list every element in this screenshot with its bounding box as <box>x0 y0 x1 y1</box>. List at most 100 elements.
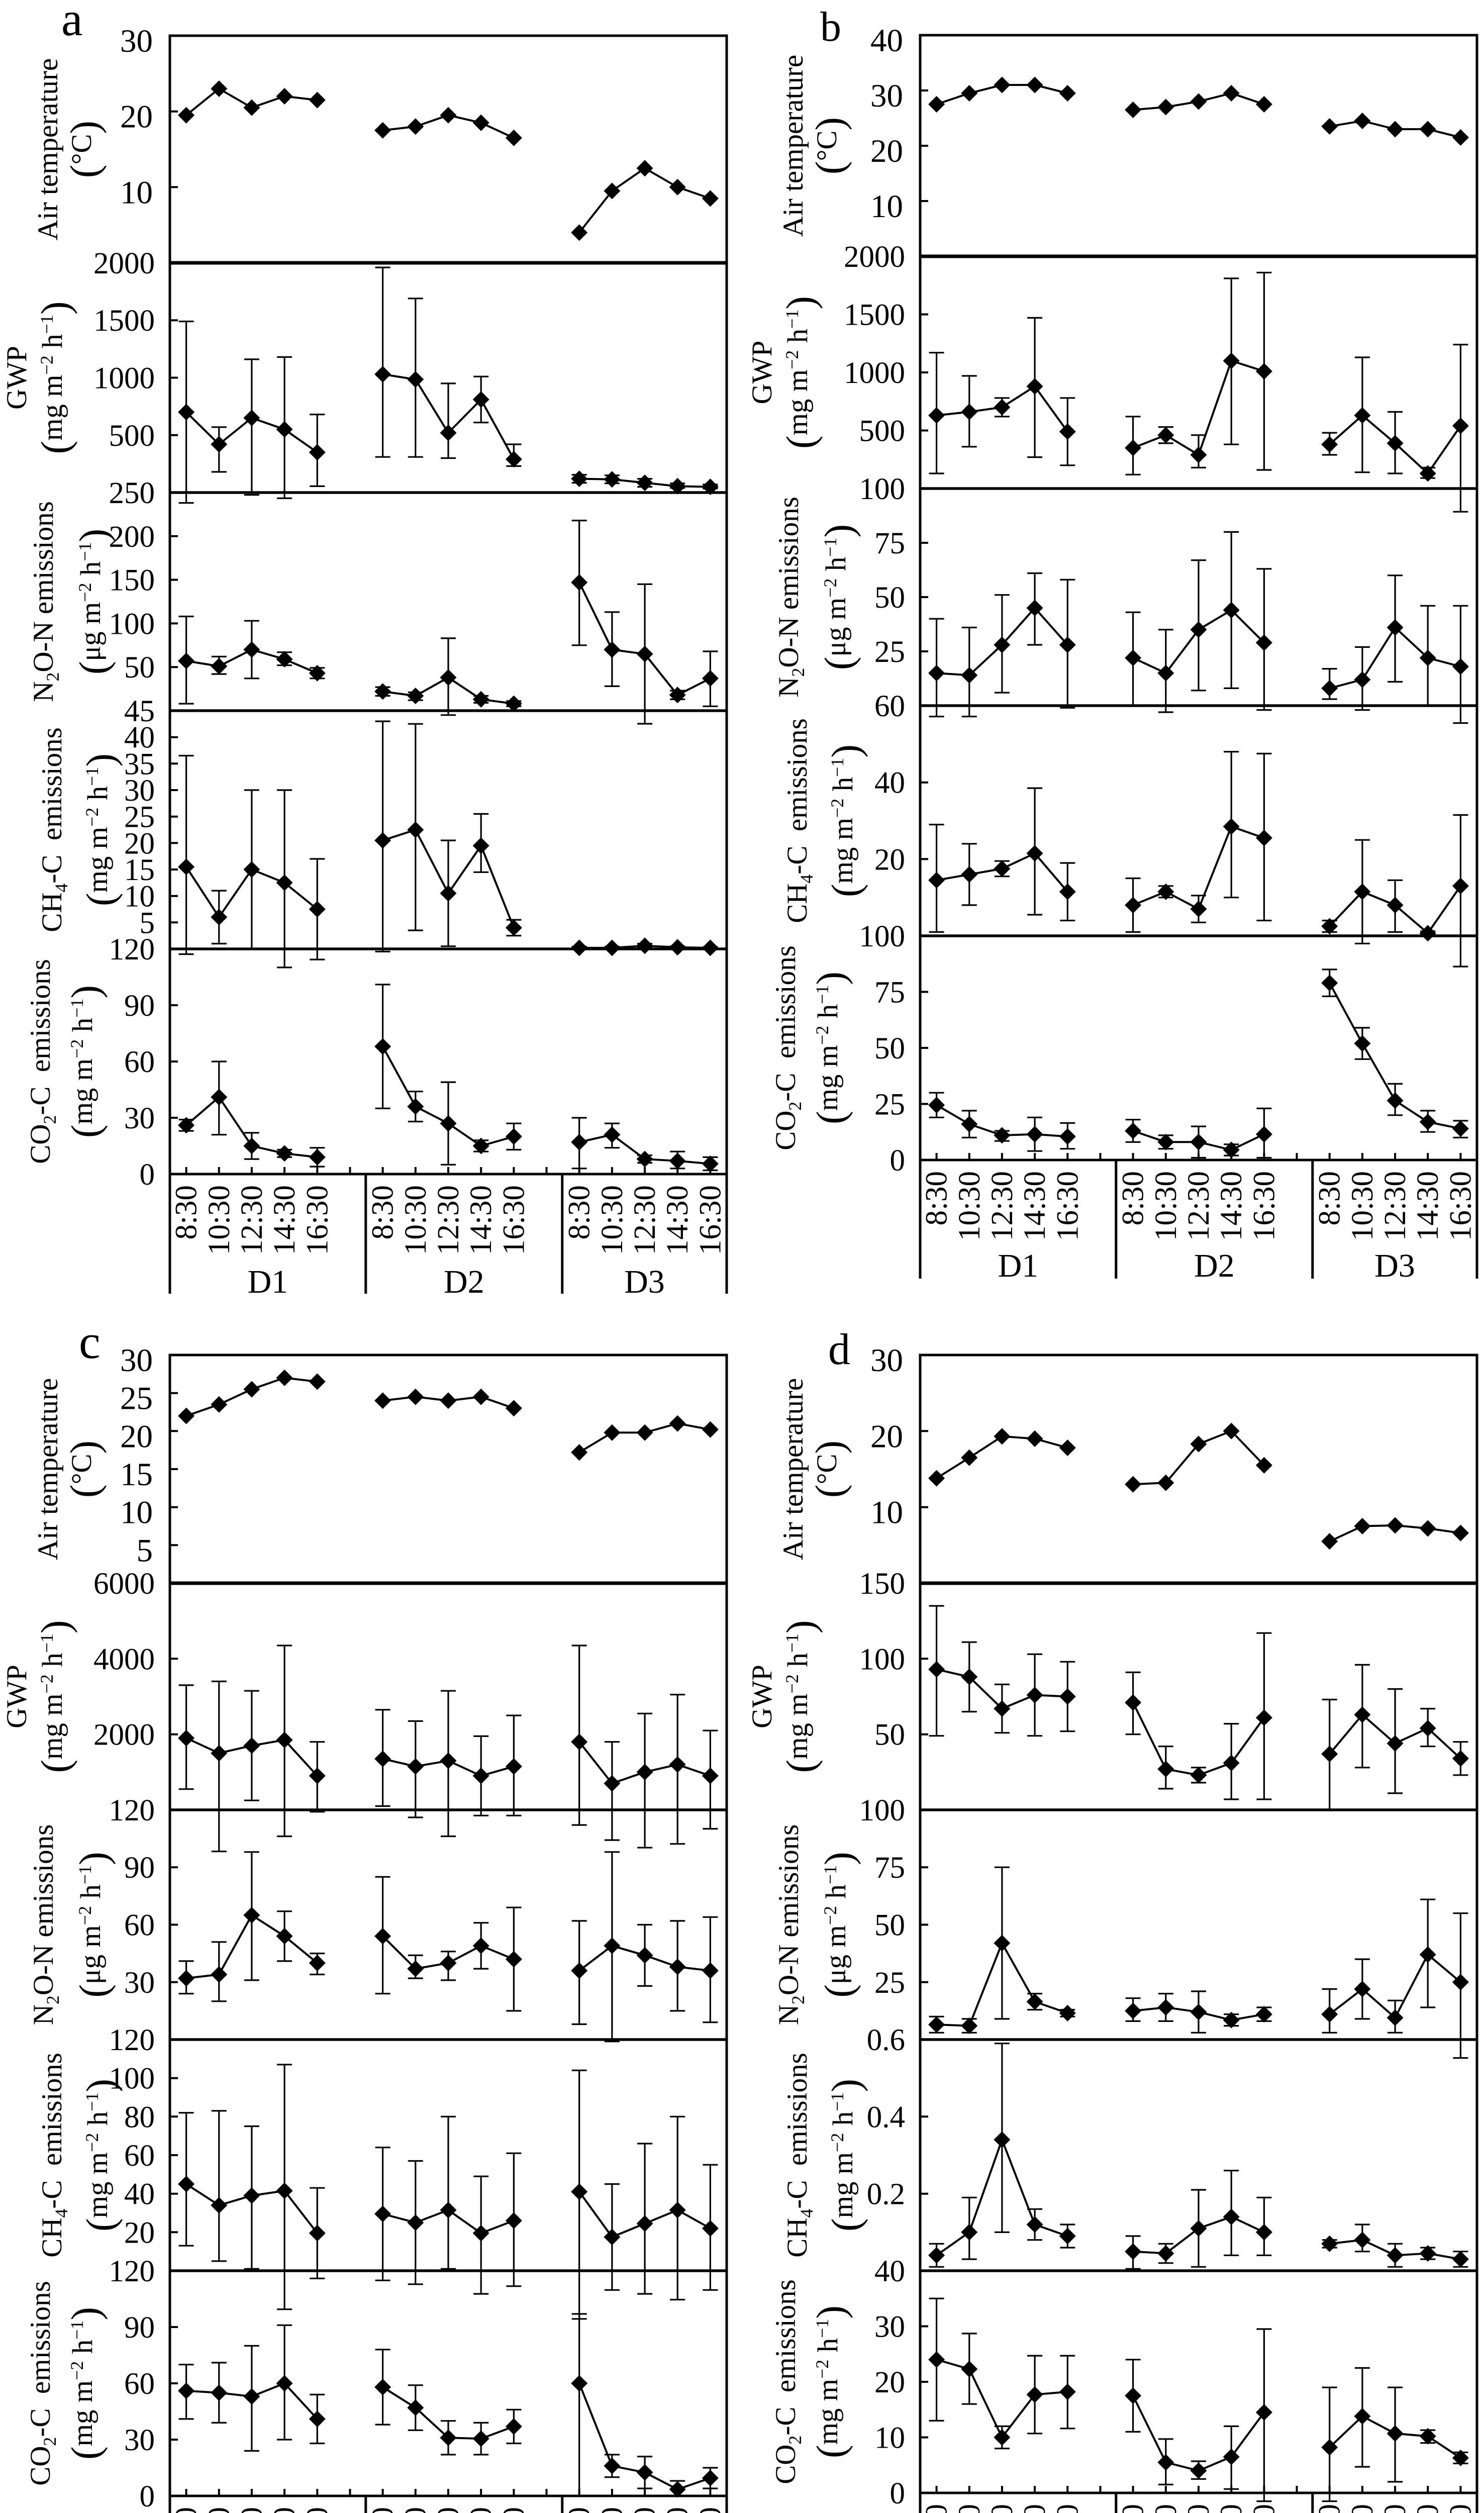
svg-text:Air temperature: Air temperature <box>32 1378 64 1560</box>
svg-text:2000: 2000 <box>844 240 905 274</box>
svg-text:8:30: 8:30 <box>366 1185 400 1239</box>
svg-text:20: 20 <box>124 827 155 860</box>
svg-text:(μg m−2 h−1): (μg m−2 h−1) <box>817 1852 861 1997</box>
svg-text:(μg m−2 h−1): (μg m−2 h−1) <box>817 524 861 670</box>
svg-text:50: 50 <box>874 581 905 615</box>
svg-text:(mg m−2 h−1): (mg m−2 h−1) <box>79 2079 123 2232</box>
svg-text:10:30: 10:30 <box>399 2507 433 2513</box>
svg-text:50: 50 <box>874 1909 905 1943</box>
svg-text:16:30: 16:30 <box>1247 2504 1281 2513</box>
svg-text:75: 75 <box>874 976 905 1010</box>
svg-text:(mg m−2 h−1): (mg m−2 h−1) <box>824 744 868 897</box>
svg-text:1500: 1500 <box>93 304 155 338</box>
svg-text:12:30: 12:30 <box>1378 1171 1412 1241</box>
svg-text:80: 80 <box>124 2100 155 2134</box>
svg-text:12:30: 12:30 <box>1182 2504 1216 2513</box>
svg-text:0.2: 0.2 <box>867 2178 905 2211</box>
svg-text:60: 60 <box>874 690 905 723</box>
svg-text:10:30: 10:30 <box>1149 1171 1183 1241</box>
svg-text:75: 75 <box>874 527 905 560</box>
svg-text:14:30: 14:30 <box>464 1185 498 1255</box>
svg-text:(mg m−2 h−1): (mg m−2 h−1) <box>34 1620 78 1773</box>
svg-text:40: 40 <box>874 2255 905 2288</box>
svg-text:40: 40 <box>874 766 905 800</box>
svg-text:16:30: 16:30 <box>1444 1171 1477 1241</box>
svg-text:60: 60 <box>124 2139 155 2173</box>
svg-text:0: 0 <box>890 2477 906 2510</box>
svg-text:(mg m−2 h−1): (mg m−2 h−1) <box>64 2307 108 2460</box>
svg-text:0: 0 <box>140 2480 155 2513</box>
svg-text:(mg m−2 h−1): (mg m−2 h−1) <box>809 2305 853 2458</box>
svg-text:1000: 1000 <box>93 362 155 396</box>
svg-text:30: 30 <box>120 1342 153 1379</box>
svg-text:14:30: 14:30 <box>1018 2504 1052 2513</box>
svg-text:(mg m−2 h−1): (mg m−2 h−1) <box>79 753 123 906</box>
svg-text:14:30: 14:30 <box>268 2507 302 2513</box>
svg-text:100: 100 <box>109 607 155 641</box>
svg-text:12:30: 12:30 <box>628 1185 662 1255</box>
svg-text:(°C): (°C) <box>63 1440 107 1498</box>
svg-text:200: 200 <box>109 520 155 554</box>
svg-text:8:30: 8:30 <box>563 1185 597 1239</box>
svg-text:20: 20 <box>874 843 905 877</box>
svg-text:(mg m−2 h−1): (mg m−2 h−1) <box>64 985 108 1138</box>
svg-text:N2​O-N emissions: N2​O-N emissions <box>773 497 808 698</box>
svg-text:2000: 2000 <box>93 247 155 280</box>
svg-text:40: 40 <box>124 2178 155 2211</box>
svg-text:(mg m−2 h−1): (mg m−2 h−1) <box>779 296 823 449</box>
svg-text:(°C): (°C) <box>808 1440 852 1498</box>
svg-text:1000: 1000 <box>844 356 905 390</box>
svg-text:10:30: 10:30 <box>953 2504 986 2513</box>
svg-text:10: 10 <box>124 880 155 914</box>
svg-text:25: 25 <box>874 635 905 669</box>
svg-text:CO2​-C emissions: CO2​-C emissions <box>770 2279 805 2484</box>
svg-text:10: 10 <box>874 2422 905 2455</box>
svg-text:5: 5 <box>140 906 155 940</box>
svg-text:150: 150 <box>109 564 155 598</box>
svg-text:60: 60 <box>124 1909 155 1943</box>
svg-text:20: 20 <box>874 2366 905 2399</box>
svg-text:75: 75 <box>874 1851 905 1885</box>
svg-text:8:30: 8:30 <box>1313 2504 1347 2513</box>
svg-text:D3: D3 <box>1374 1247 1415 1284</box>
svg-text:35: 35 <box>124 747 155 781</box>
svg-text:10:30: 10:30 <box>1346 2504 1379 2513</box>
svg-text:25: 25 <box>874 1966 905 2000</box>
svg-text:8:30: 8:30 <box>1117 2504 1150 2513</box>
svg-text:(μg m−2 h−1): (μg m−2 h−1) <box>72 529 116 674</box>
svg-text:0: 0 <box>140 1158 155 1192</box>
svg-text:(mg m−2 h−1): (mg m−2 h−1) <box>779 1620 823 1773</box>
svg-text:CO2​-C emissions: CO2​-C emissions <box>25 2281 60 2486</box>
svg-text:14:30: 14:30 <box>661 1185 695 1255</box>
svg-text:(°C): (°C) <box>63 121 107 178</box>
svg-text:500: 500 <box>109 419 155 453</box>
svg-text:10:30: 10:30 <box>399 1185 433 1255</box>
svg-text:14:30: 14:30 <box>1411 2504 1445 2513</box>
svg-text:100: 100 <box>859 1794 906 1827</box>
svg-text:50: 50 <box>124 651 155 685</box>
svg-text:15: 15 <box>124 853 155 887</box>
svg-text:45: 45 <box>124 695 155 728</box>
svg-text:CO2​-C emissions: CO2​-C emissions <box>770 945 805 1150</box>
svg-text:30: 30 <box>124 1966 155 2000</box>
svg-text:16:30: 16:30 <box>1444 2504 1477 2513</box>
svg-text:8:30: 8:30 <box>920 1171 954 1225</box>
svg-text:90: 90 <box>124 2311 155 2345</box>
svg-text:150: 150 <box>859 1567 906 1601</box>
svg-text:8:30: 8:30 <box>170 1185 204 1239</box>
svg-text:12:30: 12:30 <box>432 1185 465 1255</box>
svg-text:12:30: 12:30 <box>628 2507 662 2513</box>
svg-text:100: 100 <box>859 1642 906 1676</box>
svg-text:d: d <box>828 1325 850 1374</box>
svg-text:120: 120 <box>109 1794 155 1827</box>
svg-text:16:30: 16:30 <box>301 2507 334 2513</box>
svg-text:0.4: 0.4 <box>867 2100 905 2134</box>
svg-text:30: 30 <box>124 1102 155 1135</box>
svg-text:20: 20 <box>120 99 153 135</box>
svg-text:N2​O-N emissions: N2​O-N emissions <box>28 501 63 702</box>
svg-text:8:30: 8:30 <box>170 2507 204 2513</box>
svg-text:8:30: 8:30 <box>563 2507 597 2513</box>
svg-text:GWP: GWP <box>1 346 33 410</box>
svg-text:(mg m−2 h−1): (mg m−2 h−1) <box>824 2079 868 2232</box>
svg-text:16:30: 16:30 <box>694 2507 727 2513</box>
